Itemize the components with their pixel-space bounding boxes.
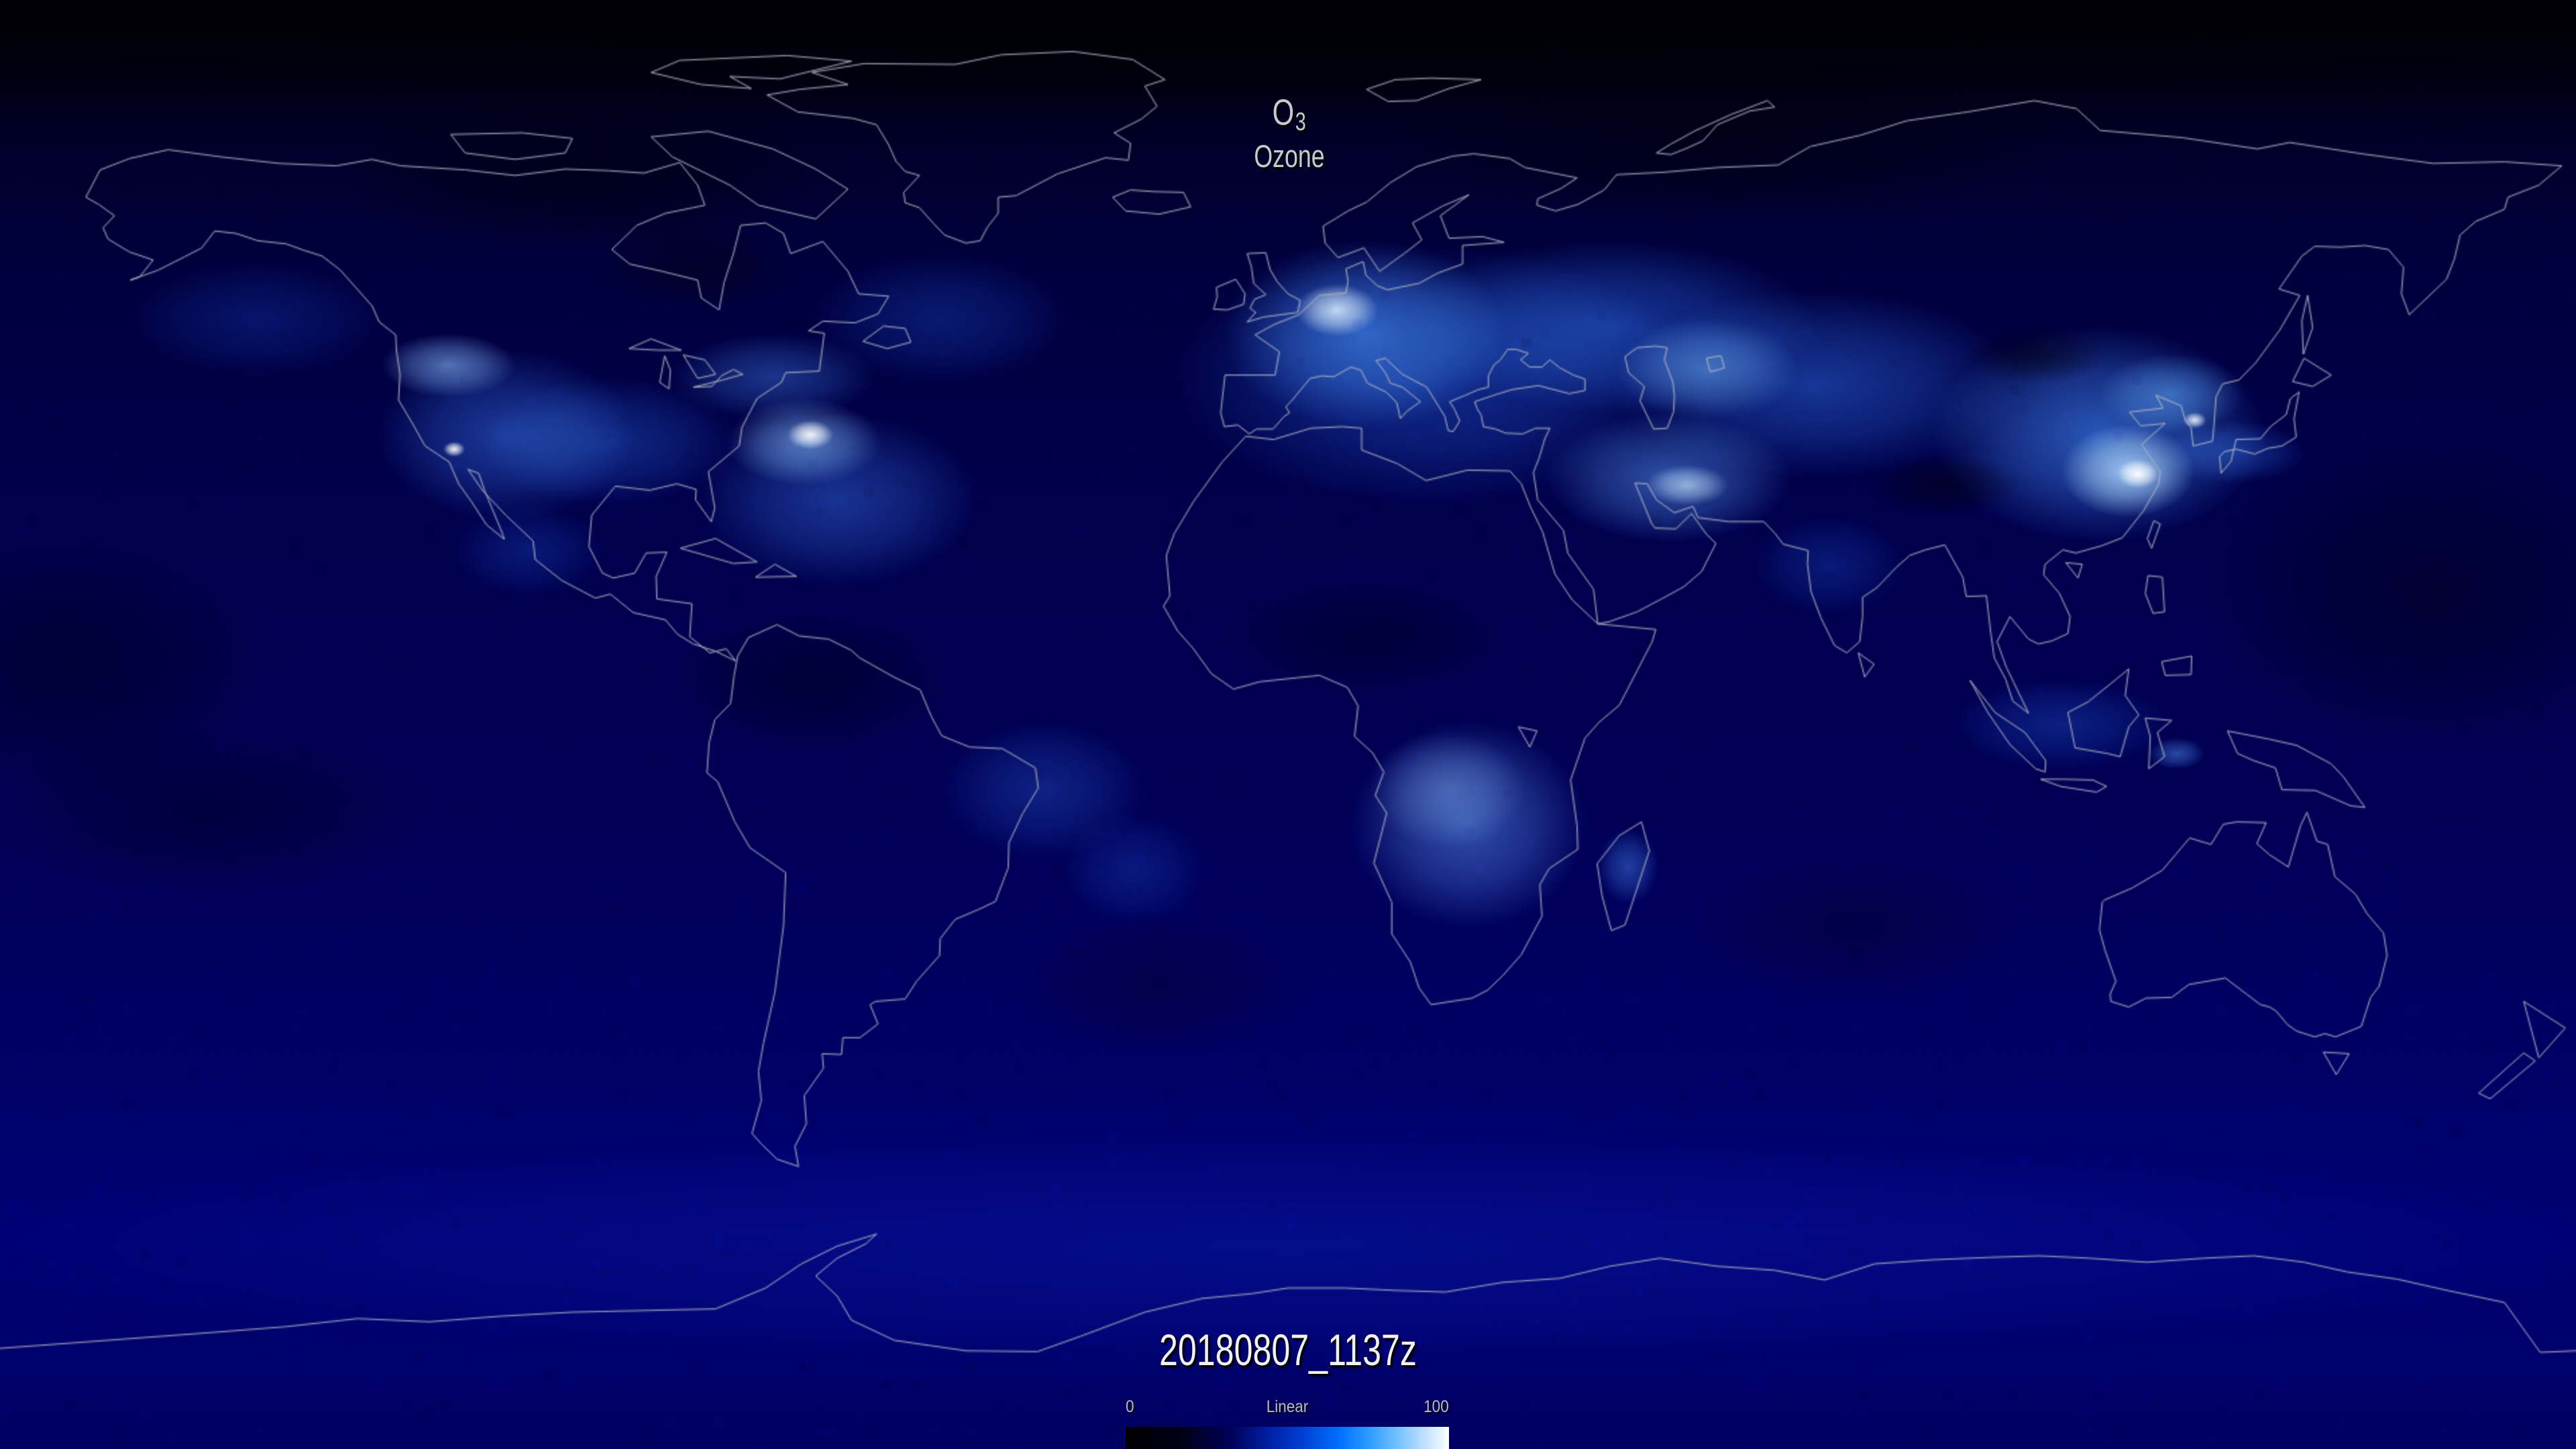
species-name: Ozone [1254, 138, 1325, 174]
formula-base: O [1272, 91, 1295, 133]
colorbar-max-label: 100 [1424, 1397, 1449, 1416]
colorbar-gradient [1126, 1427, 1449, 1449]
frame-timestamp: 20180807_1137z [1159, 1325, 1417, 1375]
species-title: O3 Ozone [1243, 94, 1336, 172]
species-formula: O3 [1243, 91, 1336, 136]
colorbar-min-label: 0 [1126, 1397, 1134, 1416]
formula-subscript: 3 [1295, 108, 1307, 136]
colorbar-scale-label: Linear [1266, 1397, 1309, 1416]
